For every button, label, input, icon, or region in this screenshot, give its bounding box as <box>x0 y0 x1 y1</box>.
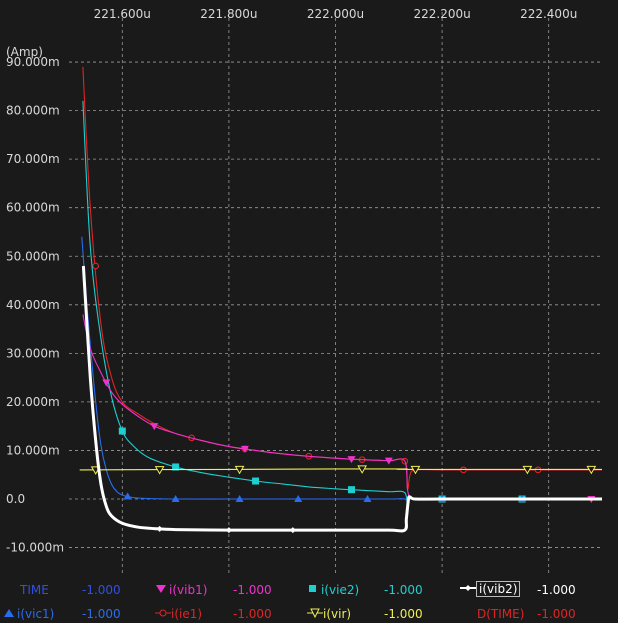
series-ivir-marker <box>410 465 421 475</box>
series-ivib1-marker <box>240 445 249 453</box>
legend-label-time: TIME <box>20 583 49 597</box>
series-ivir-marker <box>522 465 533 475</box>
series-ivib1-marker <box>102 379 111 387</box>
x-axis-ticks: 221.600u 221.800u 222.000u 222.200u 222.400u <box>94 7 578 21</box>
legend-item-dtime[interactable]: D(TIME) <box>477 606 524 622</box>
series-ivic1-marker <box>363 495 372 502</box>
legend-label-vie2: i(vie2) <box>321 583 360 597</box>
x-tick-label: 221.800u <box>200 7 257 21</box>
legend-value-vic1: -1.000 <box>82 607 121 621</box>
series-ivir-marker <box>154 466 165 475</box>
series-ivib2-marker <box>225 527 232 534</box>
series-ivir-marker <box>586 465 597 475</box>
series-ivic1-marker <box>235 495 244 502</box>
series-ivic1-marker <box>123 492 132 500</box>
legend-label-vib1: i(vib1) <box>169 583 208 597</box>
series-ivib2-line <box>81 265 602 533</box>
series-iie1-marker <box>92 262 99 270</box>
grid-lines <box>69 12 602 574</box>
series-ivie2-marker <box>172 463 180 471</box>
trace-legend: TIME -1.000 i(vib1) -1.000 i(vie2) -1.00… <box>0 575 618 623</box>
legend-item-vib1[interactable]: i(vib1) <box>155 582 207 598</box>
legend-label-vic1: i(vic1) <box>17 607 55 621</box>
y-tick-label: 40.000m <box>6 298 60 312</box>
series-ivib1-marker <box>347 456 356 464</box>
y-tick-label: 10.000m <box>6 443 60 457</box>
series-ivib2-marker <box>156 525 163 532</box>
y-tick-label: 70.000m <box>6 152 60 166</box>
marker-triangle-down-open-icon <box>307 608 323 619</box>
y-tick-label: 0.0 <box>6 492 25 506</box>
series-ivir-line <box>79 468 603 471</box>
marker-triangle-down-icon <box>156 585 166 593</box>
legend-value-ie1: -1.000 <box>233 607 272 621</box>
x-tick-label: 222.200u <box>413 7 470 21</box>
legend-item-ie1[interactable]: i(ie1) <box>155 606 202 622</box>
series-ivir <box>79 465 603 475</box>
legend-value-dtime: -1.000 <box>537 607 576 621</box>
legend-item-time[interactable]: TIME <box>20 582 49 598</box>
legend-label-vir: i(vir) <box>323 607 352 621</box>
y-axis-ticks: 90.000m 80.000m 70.000m 60.000m 50.000m 40.00… <box>6 55 64 555</box>
y-tick-label: 20.000m <box>6 395 60 409</box>
waveform-plot[interactable]: 221.600u 221.800u 222.000u 222.200u 222.400u… <box>0 0 618 575</box>
y-tick-label: -10.000m <box>6 541 64 555</box>
y-tick-label: 60.000m <box>6 201 60 215</box>
y-axis-unit-label: (Amp) <box>6 45 43 59</box>
x-tick-label: 222.000u <box>307 7 364 21</box>
series-ivib1-marker <box>150 423 159 431</box>
legend-item-vic1[interactable]: i(vic1) <box>3 606 54 622</box>
y-tick-label: 90.000m <box>6 55 60 69</box>
legend-label-ie1: i(ie1) <box>171 607 203 621</box>
legend-value-vir: -1.000 <box>384 607 423 621</box>
series-ivib1-marker <box>384 457 393 465</box>
legend-value-vie2: -1.000 <box>384 583 423 597</box>
legend-item-vir[interactable]: i(vir) <box>307 606 351 622</box>
marker-diamond-icon <box>460 585 476 591</box>
series-ivie2-marker <box>118 427 126 435</box>
series-ivic1-marker <box>294 495 303 502</box>
series-ivir-marker <box>234 465 245 475</box>
legend-item-vib2[interactable]: i(vib2) <box>460 581 521 597</box>
legend-value-vib2: -1.000 <box>537 583 576 597</box>
x-tick-label: 221.600u <box>94 7 151 21</box>
legend-item-vie2[interactable]: i(vie2) <box>307 582 359 598</box>
series-ivib2 <box>81 265 602 534</box>
y-tick-label: 50.000m <box>6 249 60 263</box>
legend-value-vib1: -1.000 <box>233 583 272 597</box>
series-ivic1-marker <box>171 495 180 502</box>
marker-circle-icon <box>155 609 171 617</box>
series-ivie2-marker <box>252 477 260 485</box>
marker-triangle-icon <box>4 609 14 617</box>
legend-value-time: -1.000 <box>82 583 121 597</box>
plot-background <box>0 0 618 575</box>
series-group <box>79 66 603 534</box>
marker-square-icon <box>309 585 316 592</box>
series-ivir-marker <box>357 465 368 474</box>
series-ivie2-marker <box>347 486 355 494</box>
y-tick-label: 30.000m <box>6 346 60 360</box>
legend-label-vib2: i(vib2) <box>476 581 521 597</box>
y-tick-label: 80.000m <box>6 104 60 118</box>
series-ivib2-marker <box>289 527 296 534</box>
x-tick-label: 222.400u <box>520 7 577 21</box>
legend-label-dtime: D(TIME) <box>477 607 525 621</box>
